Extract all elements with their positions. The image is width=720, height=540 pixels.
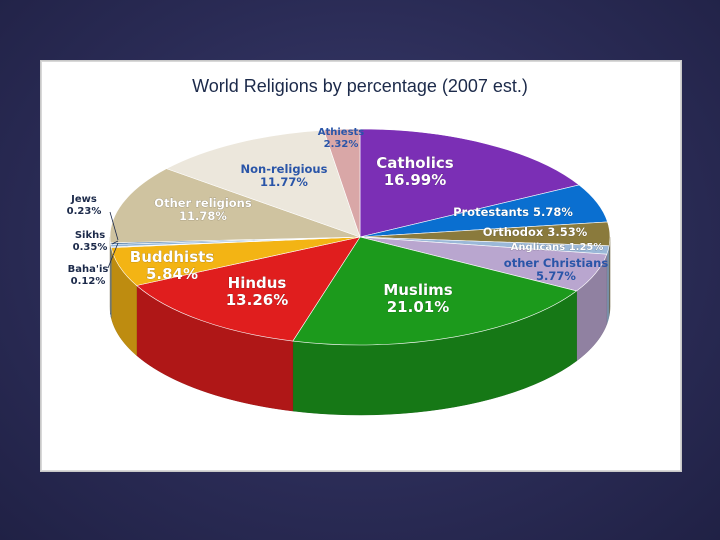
- pie-slice-athiests: [323, 128, 361, 238]
- label-baha-is: Baha'is 0.12%: [68, 264, 109, 287]
- pie-slice-non-religious: [165, 129, 361, 238]
- pie-slice-muslims: [292, 236, 578, 346]
- label-other-christians: other Christians 5.77%: [504, 256, 609, 283]
- label-buddhists: Buddhists 5.84%: [130, 248, 215, 283]
- chart-title: World Religions by percentage (2007 est.…: [192, 76, 528, 96]
- pie-top: [109, 128, 611, 346]
- label-athiests: Athiests 2.32%: [318, 127, 365, 150]
- label-jews: Jews 0.23%: [67, 194, 102, 217]
- label-other-religions: Other religions 11.78%: [154, 196, 252, 223]
- label-catholics: Catholics 16.99%: [376, 154, 453, 189]
- leader-line: [109, 211, 119, 241]
- leader-line: [111, 240, 119, 245]
- label-protestants: Protestants 5.78%: [453, 205, 573, 219]
- label-sikhs: Sikhs 0.35%: [73, 230, 108, 253]
- label-orthodox: Orthodox 3.53%: [483, 225, 588, 239]
- label-hindus: Hindus 13.26%: [226, 274, 288, 309]
- pie-labels: Catholics 16.99% Protestants 5.78% Orthodox…: [67, 127, 609, 316]
- label-non-religious: Non-religious 11.77%: [241, 162, 328, 189]
- label-muslims: Muslims 21.01%: [383, 281, 452, 316]
- pie-slice-other-religions: [109, 168, 361, 244]
- pie-slice-catholics: [359, 128, 580, 238]
- pie-depth: [109, 236, 611, 416]
- label-anglicans: Anglicans 1.25%: [511, 242, 604, 253]
- pie-slice-hindus: [135, 236, 361, 342]
- leader-line: [107, 242, 119, 269]
